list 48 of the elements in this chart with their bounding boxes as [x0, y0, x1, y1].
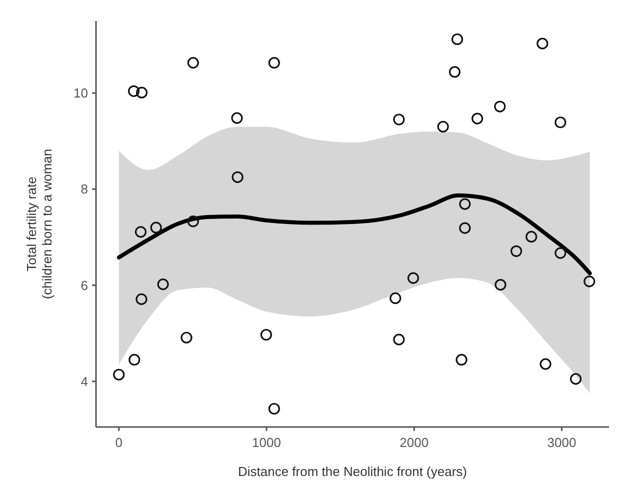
- point: [554, 116, 566, 128]
- point: [393, 334, 405, 346]
- x-tick-label: 1000: [252, 435, 281, 450]
- point: [136, 293, 148, 305]
- point: [510, 245, 522, 257]
- point: [494, 100, 506, 112]
- x-axis-title: Distance from the Neolithic front (years): [238, 464, 468, 479]
- point: [187, 216, 199, 228]
- point: [232, 171, 244, 183]
- point: [113, 368, 125, 380]
- point: [536, 38, 548, 50]
- point: [136, 86, 148, 98]
- y-tick-label: 8: [80, 182, 88, 197]
- point: [448, 66, 461, 78]
- point: [437, 120, 449, 133]
- point: [231, 112, 243, 124]
- point: [128, 85, 140, 97]
- y-tick-label: 4: [80, 374, 88, 389]
- point: [134, 226, 147, 238]
- point: [268, 402, 280, 415]
- point: [157, 278, 169, 290]
- line-series: [116, 193, 592, 276]
- point: [570, 373, 582, 385]
- point: [150, 222, 162, 234]
- point: [268, 57, 280, 69]
- point: [459, 222, 471, 234]
- x-tick-label: 2000: [400, 435, 429, 450]
- point: [494, 278, 506, 291]
- point: [260, 328, 272, 341]
- x-tick-label: 0: [115, 435, 122, 450]
- x-tick-label: 3000: [547, 435, 576, 450]
- y-tick-label: 6: [80, 278, 88, 293]
- point: [180, 332, 192, 344]
- point: [554, 247, 566, 259]
- y-tick-label: 10: [74, 86, 88, 101]
- point: [540, 358, 552, 370]
- point: [128, 354, 140, 366]
- point: [451, 33, 464, 46]
- point: [584, 276, 596, 288]
- point: [526, 230, 538, 243]
- point: [187, 57, 199, 69]
- point: [390, 292, 402, 304]
- point: [407, 272, 420, 284]
- point: [393, 114, 405, 126]
- point: [472, 112, 484, 124]
- point: [459, 198, 471, 210]
- y-axis-title: Total fertility rate (children born to a woman: [24, 148, 55, 300]
- point: [456, 354, 468, 366]
